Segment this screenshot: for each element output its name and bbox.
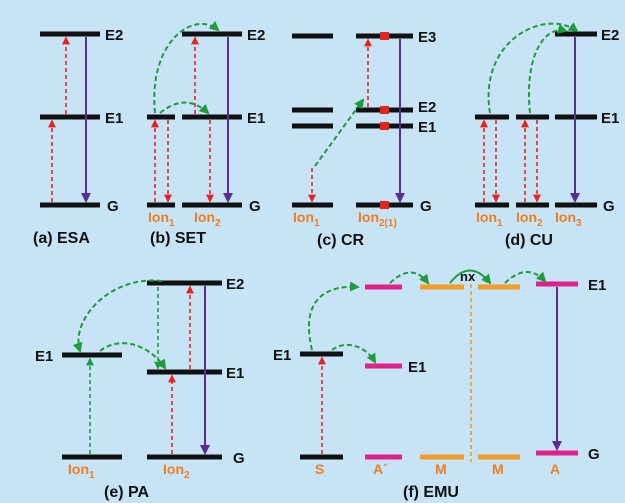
panel-esa: E2 E1 G (a) ESA — [33, 27, 123, 247]
label-g: G — [107, 198, 119, 215]
ion3-label: Ion3 — [555, 209, 582, 229]
caption-pa: (e) PA — [104, 484, 149, 501]
caption-esa: (a) ESA — [33, 230, 90, 247]
label-e1: E1 — [601, 110, 619, 127]
label-e1-mid: E1 — [408, 359, 426, 376]
cross-relaxation-arrow — [72, 279, 163, 353]
label-e1-left: E1 — [35, 348, 53, 365]
label-e2: E2 — [226, 276, 244, 293]
migration-arrow — [389, 271, 430, 285]
label-e1: E1 — [105, 110, 123, 127]
label-g: G — [603, 198, 615, 215]
panel-set: E2 E1 G Ion1 Ion2 (b) SET — [147, 20, 265, 247]
label-e1-right: E1 — [226, 365, 244, 382]
label-g: G — [588, 446, 600, 463]
label-e2: E2 — [105, 27, 123, 44]
label-e3: E3 — [418, 29, 436, 46]
panel-emu: E1 E1 E1 G nx S A´ M M A (f) EMU — [273, 269, 606, 501]
ion-a-label: A — [550, 461, 560, 477]
ion1-label: Ion1 — [293, 209, 320, 229]
overlap-marker — [380, 106, 389, 114]
energy-transfer-arrow — [487, 22, 579, 114]
overlap-marker — [380, 122, 389, 130]
energy-transfer-arrow — [159, 101, 210, 115]
ion1-label: Ion1 — [148, 209, 175, 229]
caption-set: (b) SET — [150, 230, 206, 247]
label-g: G — [420, 198, 432, 215]
ion2-label: Ion2 — [194, 209, 221, 229]
ion2-label: Ion2(1) — [358, 209, 397, 229]
label-e2: E2 — [418, 99, 436, 116]
energy-transfer-arrow — [153, 20, 220, 114]
migration-arrow — [504, 271, 547, 284]
label-g: G — [249, 198, 261, 215]
energy-transfer-arrow — [99, 342, 167, 370]
ion-a-prime-label: A´ — [373, 461, 388, 477]
label-e1-sensitizer: E1 — [273, 347, 291, 364]
energy-transfer-arrow — [307, 281, 360, 351]
ion1-label: Ion1 — [476, 209, 503, 229]
ion2-label: Ion2 — [516, 209, 543, 229]
label-e2: E2 — [601, 27, 619, 44]
migration-arrow — [449, 269, 492, 285]
cross-relaxation-arrow — [314, 98, 365, 167]
panel-pa: E1 E2 E1 G Ion1 Ion2 (e) PA — [35, 276, 245, 501]
label-e2: E2 — [247, 27, 265, 44]
overlap-marker — [380, 201, 389, 209]
ion-m1-label: M — [435, 461, 447, 477]
ion1-label: Ion1 — [68, 461, 95, 481]
overlap-marker — [380, 32, 389, 40]
caption-emu: (f) EMU — [403, 484, 459, 501]
caption-cu: (d) CU — [505, 232, 553, 249]
energy-transfer-arrow — [331, 343, 377, 364]
label-g: G — [233, 450, 245, 467]
caption-cr: (c) CR — [317, 232, 365, 249]
panel-cu: E2 E1 G Ion1 Ion2 Ion3 (d) CU — [475, 22, 619, 249]
migration-count-label: nx — [460, 269, 476, 284]
ion2-label: Ion2 — [163, 461, 190, 481]
panel-cr: E3 E2 E1 G Ion1 Ion2(1) (c) CR — [292, 29, 436, 249]
label-e1-top: E1 — [588, 277, 606, 294]
energy-transfer-arrow — [528, 24, 568, 114]
label-e1: E1 — [247, 110, 265, 127]
label-e1: E1 — [418, 119, 436, 136]
ion-s-label: S — [315, 461, 324, 477]
ion-m2-label: M — [492, 461, 504, 477]
